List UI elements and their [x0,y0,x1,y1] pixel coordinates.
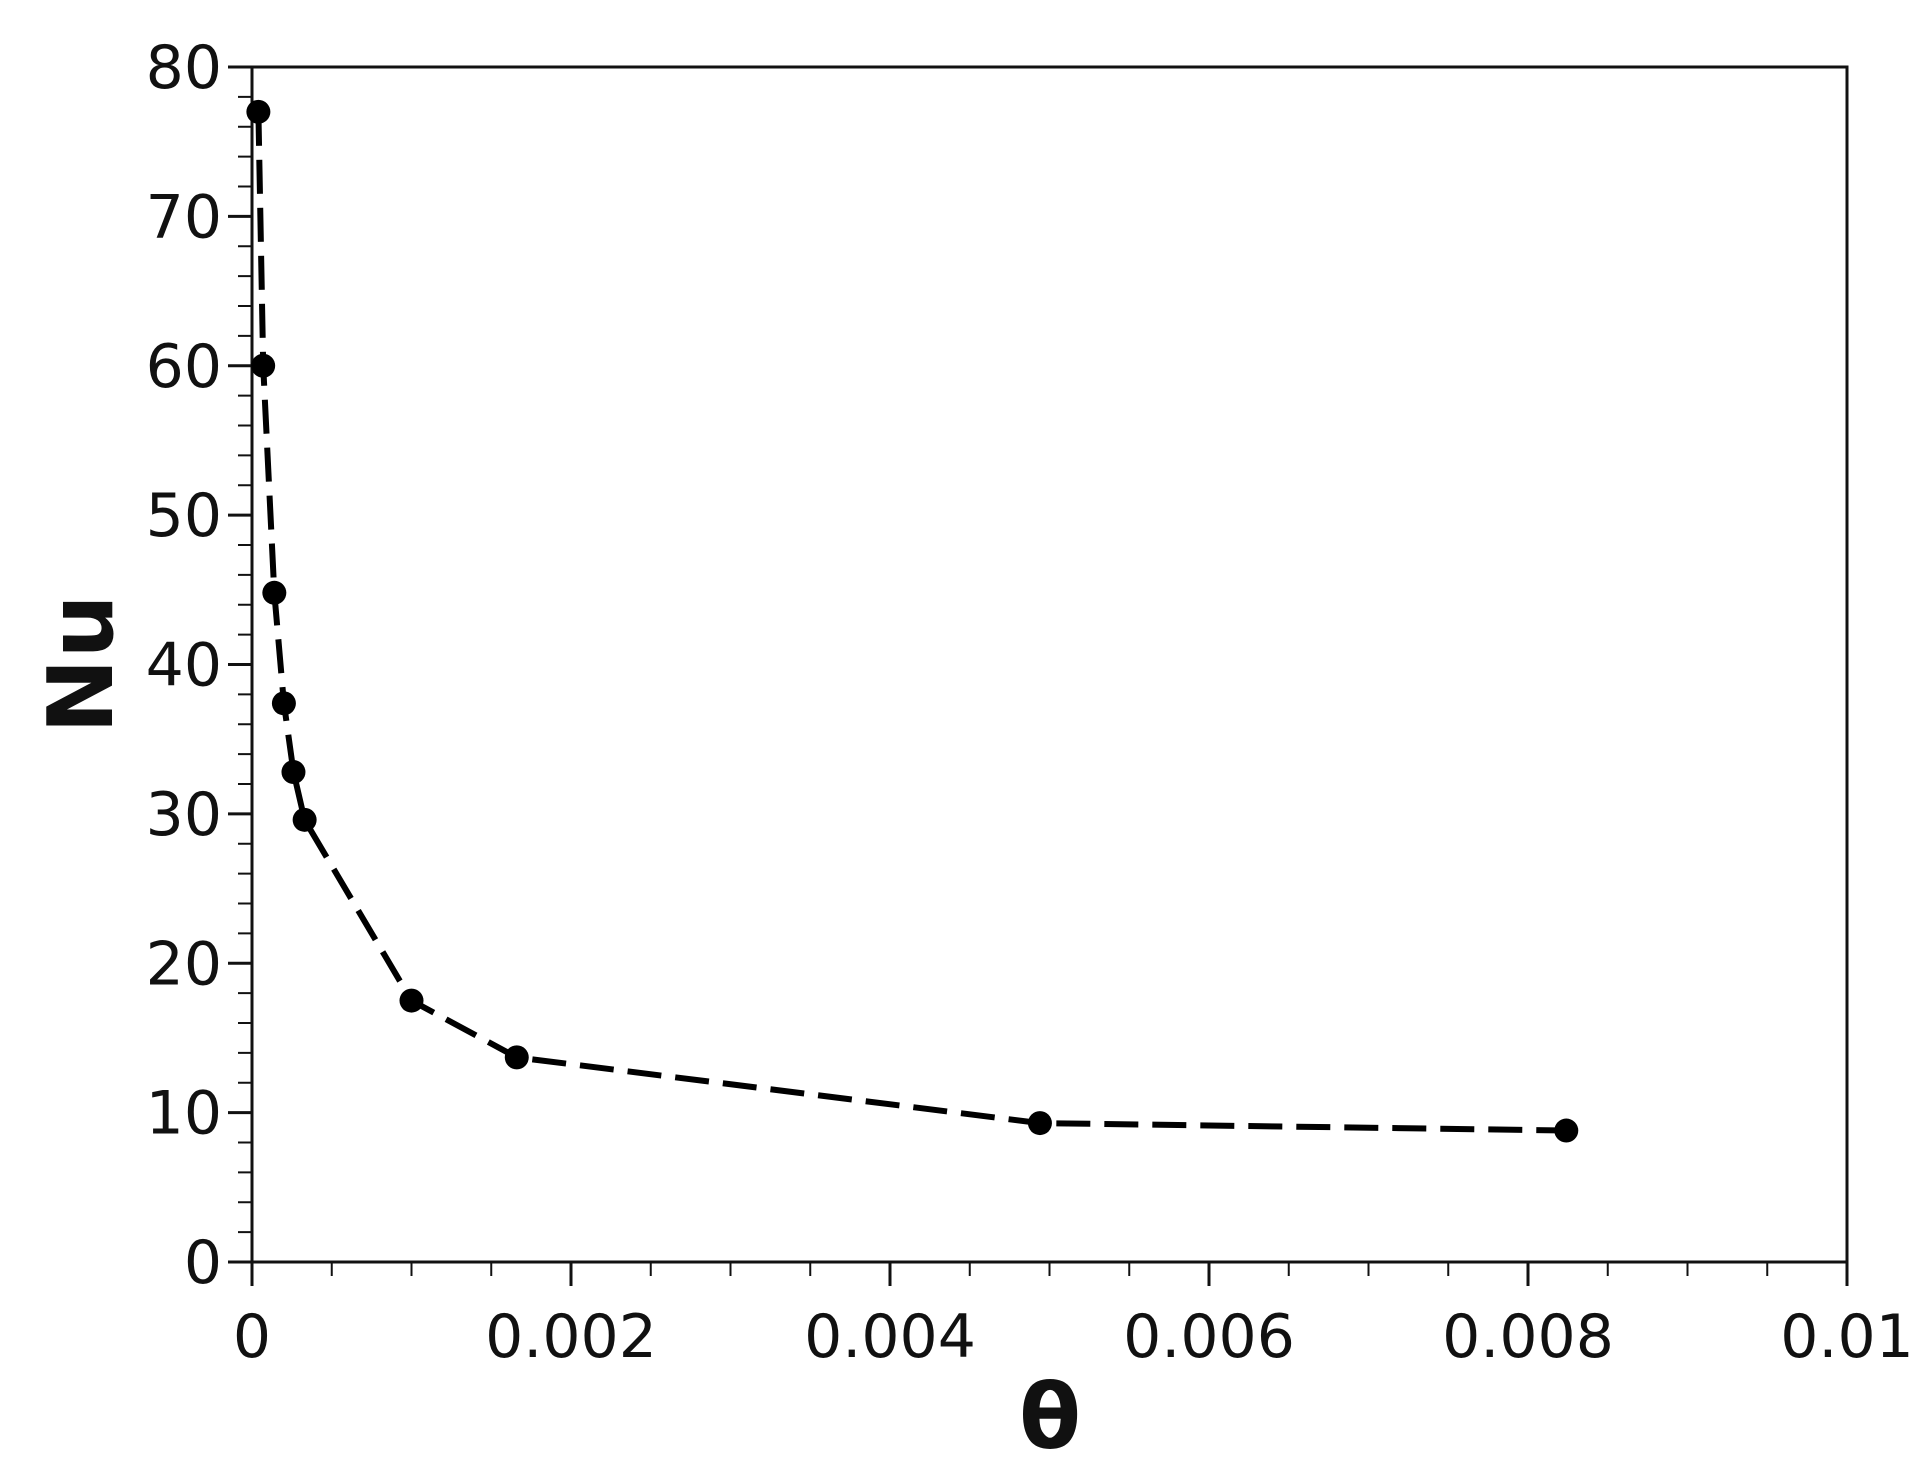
plot-frame [250,65,1849,1264]
data-point [246,99,271,124]
x-tick-label: 0.004 [804,1302,976,1372]
data-point [504,1045,529,1070]
y-tick-label: 0 [184,1228,222,1298]
y-tick-label: 30 [146,780,222,850]
data-point [1027,1111,1052,1136]
y-tick-label: 60 [146,332,222,402]
x-tick-label: 0.008 [1442,1302,1614,1372]
y-tick-label: 50 [146,481,222,551]
y-tick-labels: 0 10 20 30 40 50 60 70 80 [146,33,222,1298]
data-point [271,691,296,716]
data-point [251,353,276,378]
series-line [255,111,1567,1134]
series-points [246,99,1579,1143]
major-ticks [228,65,1849,1286]
data-point [292,807,317,832]
y-tick-label: 70 [146,182,222,252]
x-axis-title: θ [1019,1365,1081,1468]
x-tick-label: 0.006 [1123,1302,1295,1372]
x-tick-label: 0 [233,1302,271,1372]
y-tick-label: 80 [146,33,222,103]
minor-ticks [238,95,1769,1276]
data-point [399,988,424,1013]
y-tick-label: 40 [146,631,222,701]
x-tick-label: 0.01 [1780,1302,1914,1372]
y-axis-title: Nu [29,594,134,733]
data-point [1554,1118,1579,1143]
x-tick-labels: 0 0.002 0.004 0.006 0.008 0.01 [233,1302,1914,1372]
x-tick-label: 0.002 [485,1302,657,1372]
data-point [281,760,306,785]
y-tick-label: 10 [146,1079,222,1149]
data-point [262,580,287,605]
y-tick-label: 20 [146,929,222,999]
